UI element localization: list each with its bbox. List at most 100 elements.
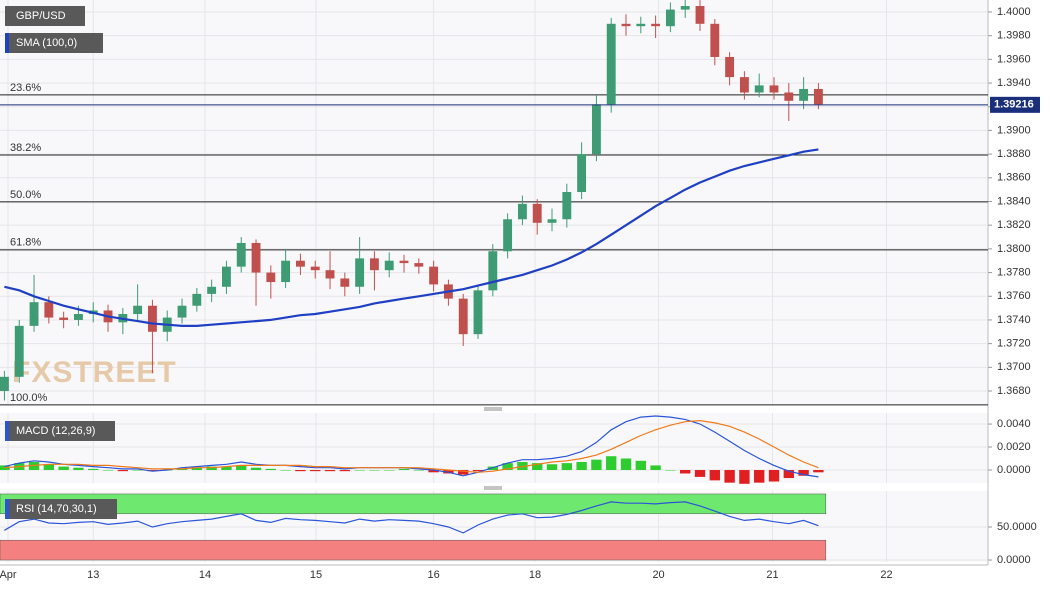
rsi-line — [4, 501, 819, 534]
candle-body — [369, 258, 379, 271]
candle-body — [399, 260, 409, 264]
candle-body — [192, 293, 202, 306]
y-tick-label: 50.0000 — [997, 521, 1037, 533]
y-tick-label: 1.3700 — [997, 361, 1031, 373]
macd-histogram-bar — [236, 465, 247, 471]
macd-histogram-bar — [546, 464, 558, 471]
macd-histogram-bar — [576, 461, 587, 471]
fib-label: 100.0% — [10, 392, 48, 404]
macd-histogram-bar — [398, 468, 410, 471]
legend-title: MACD (12,26,9) — [16, 425, 95, 437]
main-pane — [0, 0, 988, 405]
candle-body — [221, 266, 231, 287]
macd-histogram-bar — [694, 470, 706, 477]
legend-box — [5, 33, 103, 53]
y-tick-label: 0.0020 — [997, 441, 1031, 453]
x-tick-label: 14 — [199, 569, 211, 581]
macd-histogram-bar — [221, 466, 232, 471]
macd-histogram-bar — [324, 470, 336, 472]
x-tick-label: 16 — [427, 569, 439, 581]
macd-histogram-bar — [665, 470, 676, 471]
macd-histogram-bar — [132, 470, 143, 471]
macd-histogram-bar — [768, 470, 780, 482]
macd-histogram-bar — [191, 467, 203, 471]
candle-body — [695, 6, 705, 24]
rsi-band — [0, 539, 827, 561]
y-tick-label: 1.3840 — [997, 195, 1031, 207]
macd-histogram-bar — [58, 466, 69, 471]
y-tick-label: 1.3880 — [997, 148, 1031, 160]
macd-histogram-bar — [606, 456, 617, 471]
legend-box — [5, 499, 117, 519]
last-price-label: 1.39216 — [994, 99, 1034, 111]
legend-title: GBP/USD — [16, 10, 66, 22]
macd-histogram-bar — [43, 464, 55, 471]
macd-histogram-bar — [280, 470, 291, 471]
legend-entry: SMA (100,0) — [16, 37, 77, 49]
macd-histogram-bar — [472, 470, 484, 472]
macd-histogram-bar — [147, 470, 158, 472]
y-tick-label: 1.3980 — [997, 30, 1031, 42]
rsi-band — [0, 493, 827, 515]
macd-histogram-bar — [354, 470, 365, 471]
candle-body — [266, 272, 276, 283]
watermark: FXSTREET — [12, 356, 177, 389]
macd-histogram-bar — [428, 470, 439, 473]
y-tick-label: 0.0000 — [997, 464, 1031, 476]
candle-body — [414, 263, 424, 267]
candle-body — [14, 325, 24, 377]
sma-line — [4, 148, 819, 327]
x-tick-label: 20 — [652, 569, 664, 581]
legend-box — [5, 421, 115, 441]
candle-body — [310, 266, 320, 271]
fib-label: 23.6% — [10, 82, 41, 94]
candle-body — [621, 23, 631, 27]
candle-body — [710, 23, 720, 57]
candle-body — [488, 251, 498, 291]
macd-histogram-bar — [502, 463, 513, 471]
candle-body — [636, 23, 646, 27]
candle-body — [0, 376, 9, 392]
y-tick-label: 1.3740 — [997, 314, 1031, 326]
macd-histogram-bar — [413, 470, 424, 471]
x-tick-label: 15 — [310, 569, 322, 581]
candle-body — [429, 266, 439, 285]
legend-swatch — [5, 33, 9, 53]
macd-pane — [0, 413, 988, 483]
candle-body — [680, 6, 690, 10]
candle-body — [384, 260, 394, 271]
candle-body — [665, 9, 675, 27]
candle-body — [725, 56, 735, 78]
candle-body — [591, 104, 601, 155]
legend-title: RSI (14,70,30,1) — [16, 503, 97, 515]
candle-body — [251, 242, 261, 273]
candle-body — [177, 305, 187, 318]
pane-handle — [484, 407, 502, 490]
y-tick-label: 1.3680 — [997, 385, 1031, 397]
candle-body — [769, 85, 779, 93]
candle-body — [547, 219, 557, 223]
macd-histogram-bar — [635, 460, 646, 471]
candle-body — [458, 298, 468, 335]
macd-histogram-bar — [709, 470, 720, 481]
x-tick-label: 18 — [529, 569, 541, 581]
candle-body — [473, 290, 483, 335]
candle-body — [59, 317, 69, 320]
macd-histogram-bar — [458, 470, 469, 475]
candle-body — [813, 88, 823, 105]
y-tick-label: 1.3860 — [997, 172, 1031, 184]
candle-body — [517, 203, 527, 220]
macd-histogram-bar — [783, 470, 794, 479]
y-tick-label: 1.3960 — [997, 53, 1031, 65]
macd-histogram-bar — [532, 463, 543, 471]
last-price-box — [990, 96, 1040, 113]
candle-body — [754, 85, 764, 93]
x-tick-label: 21 — [766, 569, 778, 581]
candle-body — [503, 219, 513, 252]
y-tick-label: 0.0040 — [997, 418, 1031, 430]
candle-body — [799, 88, 809, 101]
y-tick-label: 1.3940 — [997, 77, 1031, 89]
macd-histogram-bar — [650, 465, 661, 471]
